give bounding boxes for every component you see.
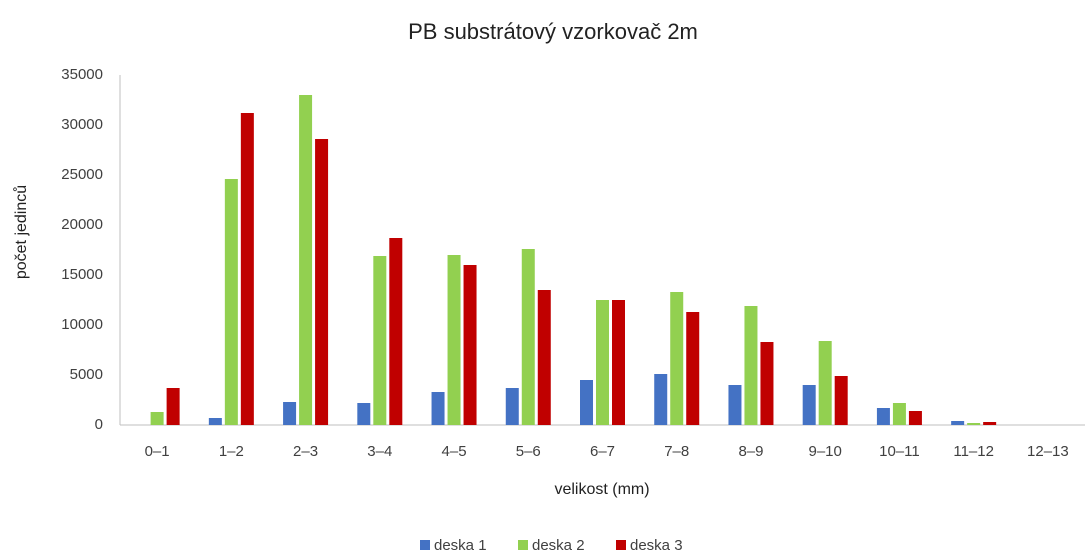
y-tick-label: 10000 [61, 316, 103, 333]
bar [537, 290, 551, 425]
bar [580, 380, 593, 425]
legend-swatch [518, 540, 528, 550]
bar [654, 374, 668, 425]
bar [686, 312, 700, 425]
x-tick-label: 1–2 [219, 443, 244, 460]
x-tick-label: 3–4 [367, 443, 392, 460]
x-tick-label: 12–13 [1027, 443, 1069, 460]
x-tick-label: 2–3 [293, 443, 318, 460]
x-tick-label: 8–9 [738, 443, 763, 460]
bar [876, 408, 890, 425]
bar [744, 306, 758, 425]
x-tick-label: 6–7 [590, 443, 615, 460]
bar [447, 255, 461, 425]
bar [373, 256, 387, 425]
x-tick-label: 4–5 [442, 443, 467, 460]
bar [240, 113, 254, 425]
y-tick-label: 5000 [70, 366, 103, 383]
bar [670, 292, 684, 425]
x-tick-label: 11–12 [953, 443, 994, 460]
x-tick-label: 10–11 [879, 443, 920, 460]
legend-label: deska 1 [434, 537, 487, 554]
bar [967, 423, 981, 425]
bar [431, 392, 445, 425]
bar [908, 411, 922, 425]
bar [463, 265, 477, 425]
bar [299, 95, 313, 425]
bar [951, 421, 965, 425]
y-tick-label: 0 [95, 416, 103, 433]
bar [208, 418, 222, 425]
y-tick-label: 35000 [61, 66, 103, 83]
bar [802, 385, 816, 425]
y-tick-label: 30000 [61, 116, 103, 133]
bar [818, 341, 832, 425]
bar [224, 179, 238, 425]
legend-label: deska 2 [532, 537, 585, 554]
bar [166, 388, 180, 425]
bar [596, 300, 609, 425]
y-tick-label: 15000 [61, 266, 103, 283]
bar [983, 422, 997, 425]
x-tick-label: 7–8 [664, 443, 689, 460]
bar [612, 300, 625, 425]
legend-swatch [420, 540, 430, 550]
legend-swatch [616, 540, 626, 550]
x-tick-label: 5–6 [516, 443, 541, 460]
bar [389, 238, 403, 425]
bar [315, 139, 329, 425]
y-tick-label: 25000 [61, 166, 103, 183]
bar [760, 342, 774, 425]
y-tick-label: 20000 [61, 216, 103, 233]
chart-title: PB substrátový vzorkovač 2m [408, 19, 698, 44]
legend-label: deska 3 [630, 537, 683, 554]
bar [357, 403, 371, 425]
bar [521, 249, 535, 425]
bar [728, 385, 742, 425]
x-axis-title: velikost (mm) [554, 481, 649, 498]
x-tick-label: 0–1 [145, 443, 170, 460]
bar [834, 376, 848, 425]
bar [892, 403, 906, 425]
bar [283, 402, 297, 425]
bar [505, 388, 519, 425]
x-tick-label: 9–10 [809, 443, 842, 460]
y-axis-title: počet jedinců [12, 185, 30, 279]
bar [150, 412, 164, 425]
